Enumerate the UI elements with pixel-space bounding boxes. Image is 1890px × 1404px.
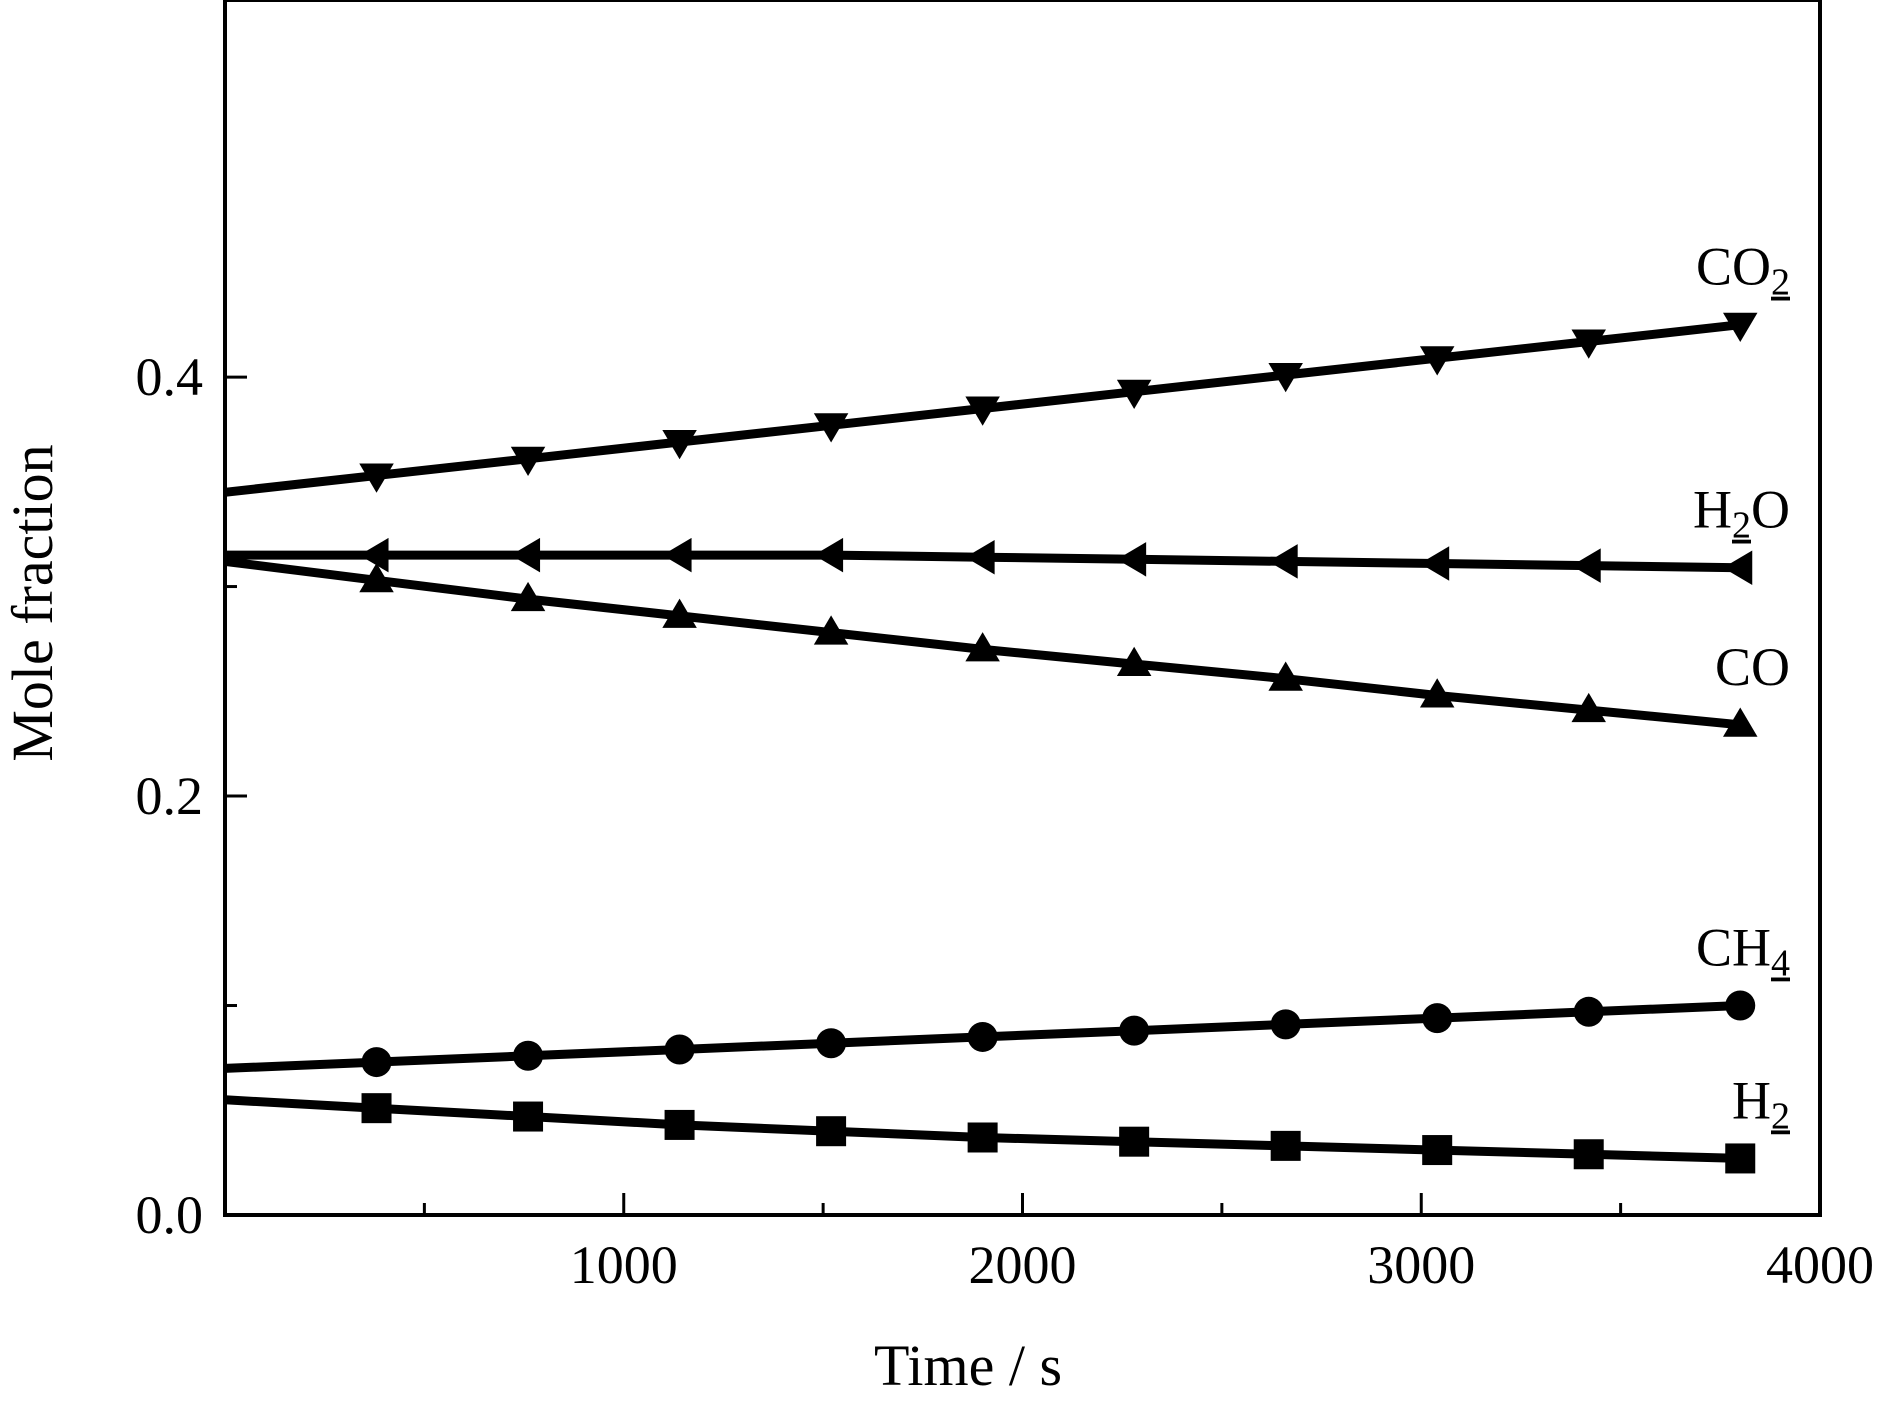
data-point-ch4 — [513, 1040, 544, 1071]
data-point-h2o — [1268, 544, 1298, 579]
data-point-co2 — [813, 413, 849, 443]
series-label-co: CO — [1715, 637, 1790, 697]
data-point-ch4 — [1725, 990, 1756, 1021]
data-point-co — [1419, 678, 1455, 708]
data-point-co2 — [965, 396, 1000, 426]
data-point-co2 — [1419, 346, 1455, 376]
data-point-h2 — [1119, 1126, 1150, 1157]
data-point-co — [1268, 661, 1303, 691]
data-point-co — [1571, 692, 1606, 723]
data-point-h2 — [361, 1093, 392, 1124]
data-point-co2 — [359, 463, 394, 493]
y-tick-label: 0.4 — [136, 347, 204, 407]
y-tick-label: 0.0 — [136, 1185, 204, 1245]
series-label-co2: CO2 — [1696, 237, 1790, 304]
data-point-h2 — [816, 1116, 847, 1147]
data-point-h2 — [1573, 1139, 1604, 1170]
series-markers — [359, 312, 1758, 1174]
data-point-h2o — [813, 537, 844, 573]
data-point-co2 — [510, 446, 546, 477]
data-point-co — [1116, 646, 1152, 677]
data-point-co2 — [1723, 312, 1758, 342]
data-point-co — [662, 598, 697, 628]
series-labels: CO2 H2O CO CH4 H2 — [1693, 237, 1790, 1138]
x-tick-label: 2000 — [969, 1235, 1077, 1295]
data-point-co2 — [1571, 329, 1606, 359]
x-axis-title: Time / s — [874, 1333, 1062, 1398]
x-tick-label: 4000 — [1766, 1235, 1874, 1295]
data-point-h2o — [359, 537, 389, 573]
data-point-h2 — [1725, 1143, 1756, 1174]
data-point-ch4 — [1270, 1009, 1301, 1040]
x-tick-label: 3000 — [1367, 1235, 1475, 1295]
data-point-h2o — [1723, 550, 1753, 585]
y-tick-label: 0.2 — [136, 766, 204, 826]
data-point-co — [965, 632, 1000, 662]
data-point-ch4 — [1422, 1003, 1453, 1034]
data-point-ch4 — [816, 1028, 847, 1059]
data-point-h2o — [1571, 548, 1601, 583]
data-point-h2o — [510, 537, 541, 573]
data-point-ch4 — [967, 1021, 998, 1052]
data-point-h2 — [1270, 1130, 1301, 1161]
data-point-h2o — [1419, 546, 1450, 581]
data-point-h2 — [664, 1109, 695, 1140]
data-point-co — [813, 615, 849, 645]
data-point-co2 — [1268, 362, 1303, 393]
x-tick-label: 1000 — [570, 1235, 678, 1295]
data-point-co — [1723, 707, 1758, 737]
data-point-ch4 — [664, 1034, 695, 1065]
series-label-h2o: H2O — [1693, 480, 1790, 547]
data-point-h2o — [1116, 542, 1147, 577]
data-point-h2 — [1422, 1135, 1453, 1166]
series-label-h2: H2 — [1732, 1070, 1790, 1137]
y-axis-title: Mole fraction — [0, 444, 65, 761]
data-point-co2 — [1116, 379, 1152, 409]
data-point-ch4 — [361, 1047, 392, 1078]
data-point-h2 — [967, 1122, 998, 1153]
data-point-ch4 — [1119, 1015, 1150, 1046]
data-point-co2 — [662, 430, 697, 460]
data-point-ch4 — [1573, 996, 1604, 1027]
axis-ticks: 1000 2000 3000 4000 0.0 0.2 0.4 — [136, 347, 1875, 1295]
data-point-co — [510, 581, 546, 612]
data-point-h2o — [965, 539, 995, 575]
series-label-ch4: CH4 — [1696, 918, 1790, 985]
data-point-co — [359, 563, 394, 593]
data-point-h2o — [662, 537, 692, 573]
data-point-h2 — [513, 1101, 544, 1132]
